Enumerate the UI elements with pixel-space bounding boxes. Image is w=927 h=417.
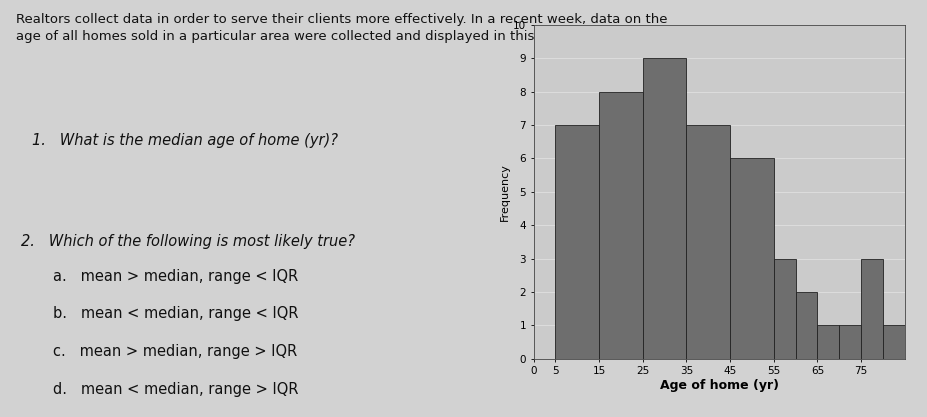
- Bar: [773, 259, 794, 359]
- Text: 2.   Which of the following is most likely true?: 2. Which of the following is most likely…: [21, 234, 355, 249]
- Bar: [882, 325, 904, 359]
- Bar: [860, 259, 882, 359]
- Bar: [642, 58, 686, 359]
- Bar: [599, 92, 642, 359]
- Text: a.   mean > median, range < IQR: a. mean > median, range < IQR: [53, 269, 298, 284]
- Text: c.   mean > median, range > IQR: c. mean > median, range > IQR: [53, 344, 297, 359]
- Y-axis label: Frequency: Frequency: [500, 163, 510, 221]
- Bar: [838, 325, 860, 359]
- Bar: [794, 292, 817, 359]
- Text: Realtors collect data in order to serve their clients more effectively. In a rec: Realtors collect data in order to serve …: [16, 13, 667, 43]
- Bar: [555, 125, 599, 359]
- X-axis label: Age of home (yr): Age of home (yr): [659, 379, 778, 392]
- Bar: [686, 125, 730, 359]
- Text: d.   mean < median, range > IQR: d. mean < median, range > IQR: [53, 382, 298, 397]
- Bar: [730, 158, 773, 359]
- Bar: [817, 325, 838, 359]
- Text: b.   mean < median, range < IQR: b. mean < median, range < IQR: [53, 306, 298, 322]
- Text: 1.   What is the median age of home (yr)?: 1. What is the median age of home (yr)?: [32, 133, 337, 148]
